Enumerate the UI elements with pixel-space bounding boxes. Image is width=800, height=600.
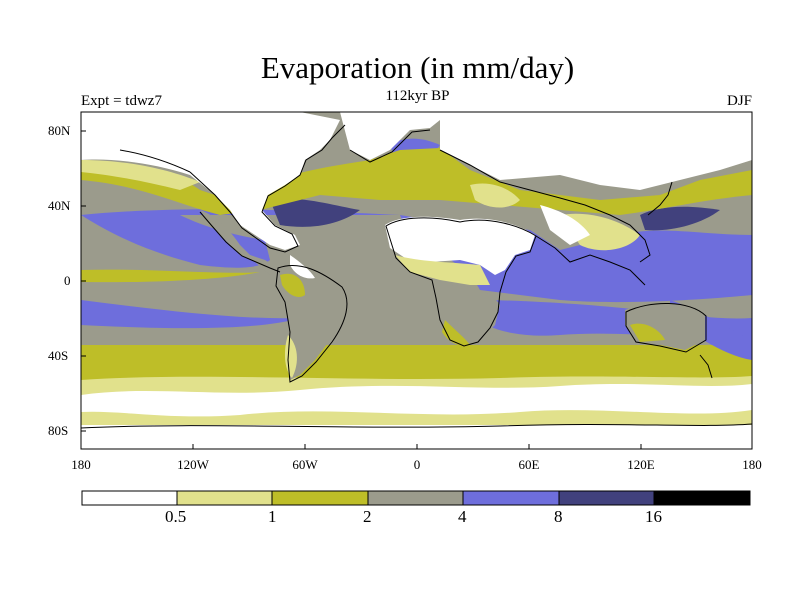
patagonia-light xyxy=(284,335,297,378)
sahel-light xyxy=(395,255,490,285)
colorbar-bin-5 xyxy=(462,490,560,506)
kuroshio-max xyxy=(640,206,720,231)
coast-south-asia xyxy=(535,235,646,286)
colorbar-label: 4 xyxy=(458,507,467,526)
cold-tongue xyxy=(81,269,260,283)
lat-tick-label: 40N xyxy=(48,198,71,213)
lon-tick-label: 60E xyxy=(518,457,540,472)
coast-new-zealand xyxy=(699,354,713,379)
sea-ice-patch xyxy=(81,384,752,417)
gulf-stream-max xyxy=(270,198,360,227)
coast-eurasia xyxy=(439,149,651,263)
coast-south-america xyxy=(275,264,348,383)
lon-tick-label: 120E xyxy=(627,457,655,472)
coast-africa xyxy=(385,217,537,347)
colorbar-label: 2 xyxy=(363,507,372,526)
coast-central-america xyxy=(199,211,281,273)
lat-tick-label: 40S xyxy=(48,348,69,363)
lat-tick-label: 80S xyxy=(48,423,69,438)
lat-tick-label: 80N xyxy=(48,123,71,138)
map-title: Evaporation (in mm/day) xyxy=(260,50,575,85)
tibet-field xyxy=(540,205,590,245)
colorbar-bin-6 xyxy=(558,490,655,506)
east-pacific-evap xyxy=(81,215,270,268)
lon-tick-label: 180 xyxy=(71,457,91,472)
colorbar-bin-7 xyxy=(653,490,751,506)
coast-antarctica xyxy=(81,423,752,429)
north-america-field xyxy=(81,112,340,250)
lon-tick-label: 120W xyxy=(177,457,209,472)
mediterranean-light xyxy=(470,183,520,208)
amazon-yellow xyxy=(280,273,305,297)
colorbar-label: 0.5 xyxy=(165,507,187,526)
colorbar-bin-4 xyxy=(367,490,464,506)
greenland-field xyxy=(340,112,450,160)
lon-tick-label: 180 xyxy=(742,457,762,472)
australia-yellow xyxy=(630,323,665,342)
map-subtitle: 112kyr BP xyxy=(385,88,450,104)
coast-australia xyxy=(625,303,707,353)
north-pacific-light xyxy=(81,160,200,190)
colorbar-label: 8 xyxy=(554,507,563,526)
coast-alaska xyxy=(119,149,191,173)
coast-north-america-east xyxy=(189,124,346,253)
season-label: DJF xyxy=(726,93,752,109)
colorbar xyxy=(81,490,751,506)
central-america-field xyxy=(200,210,280,275)
map-field xyxy=(81,112,752,449)
eurasia-field xyxy=(440,112,752,190)
south-pacific-evap xyxy=(81,300,300,329)
colorbar-label: 16 xyxy=(645,507,662,526)
axis-ticks xyxy=(80,130,753,449)
lat-tick-label: 0 xyxy=(64,273,71,288)
colorbar-bin-3 xyxy=(271,490,369,506)
east-asia-light xyxy=(560,213,640,251)
colorbar-label: 1 xyxy=(268,507,277,526)
colorbar-bin-2 xyxy=(176,490,273,506)
tropical-ocean-evap xyxy=(81,209,752,303)
coastlines xyxy=(81,124,752,429)
experiment-label: Expt = tdwz7 xyxy=(81,93,162,109)
lon-tick-label: 60W xyxy=(292,457,318,472)
lon-tick-label: 0 xyxy=(413,457,421,472)
coast-japan xyxy=(647,181,673,216)
colorbar-bin-1 xyxy=(81,490,178,506)
south-africa-yellow xyxy=(442,320,470,346)
band-southern-midlat xyxy=(81,345,752,380)
coast-greenland xyxy=(349,129,431,163)
